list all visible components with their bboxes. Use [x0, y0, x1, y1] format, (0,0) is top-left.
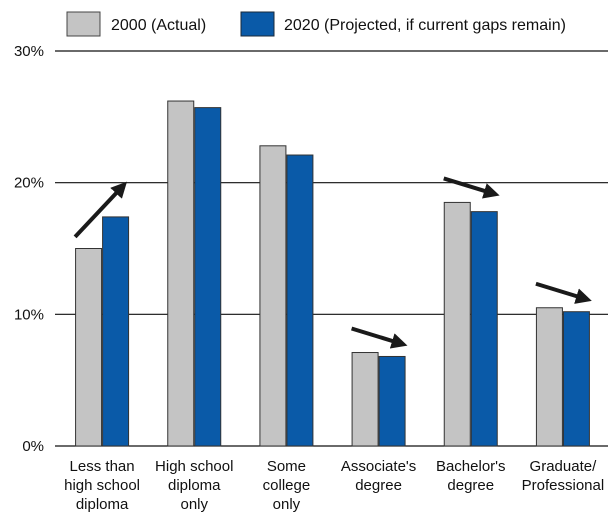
x-category-label: Graduate/Professional: [522, 458, 605, 494]
x-axis-category-labels: Less than high school diploma High school di…: [64, 458, 604, 513]
y-tick-label: 10%: [14, 306, 44, 323]
bar-2020: [102, 216, 130, 447]
x-category-label: Bachelor's degree: [436, 458, 506, 494]
bar-2000: [259, 145, 287, 447]
y-tick-label: 30%: [14, 43, 44, 60]
x-category-label: Less than high school diploma: [64, 458, 140, 513]
bar-2000: [167, 100, 195, 447]
y-tick-label: 20%: [14, 175, 44, 192]
bar-2020: [286, 154, 314, 447]
legend-swatch-2020: [240, 11, 275, 37]
bar-2020: [194, 107, 222, 447]
trend-arrow-down: [443, 176, 500, 199]
trend-arrow-down: [350, 326, 408, 349]
trend-arrow-down: [535, 281, 592, 304]
bar-2020: [378, 355, 406, 447]
y-axis-tick-labels: 0% 10% 20% 30%: [14, 43, 44, 455]
y-tick-label: 0%: [22, 438, 44, 455]
trend-arrow-up: [73, 181, 128, 239]
legend: 2000 (Actual) 2020 (Projected, if curren…: [66, 11, 566, 37]
legend-label-2020: 2020 (Projected, if current gaps remain): [284, 17, 566, 34]
x-category-label: High school diploma only: [155, 458, 233, 513]
bar-2000: [351, 352, 379, 447]
legend-label-2000: 2000 (Actual): [111, 17, 206, 34]
bar-2000: [443, 201, 471, 447]
x-category-label: Associate's degree: [341, 458, 416, 494]
bar-2000: [75, 248, 103, 447]
legend-swatch-2000: [66, 11, 101, 37]
bar-2000: [535, 307, 563, 447]
trend-arrows: [73, 176, 592, 349]
bars: [75, 100, 590, 447]
x-category-label: Some college only: [263, 458, 311, 513]
gridlines: [55, 50, 608, 447]
bar-2020: [562, 311, 590, 447]
bar-2020: [470, 211, 498, 447]
